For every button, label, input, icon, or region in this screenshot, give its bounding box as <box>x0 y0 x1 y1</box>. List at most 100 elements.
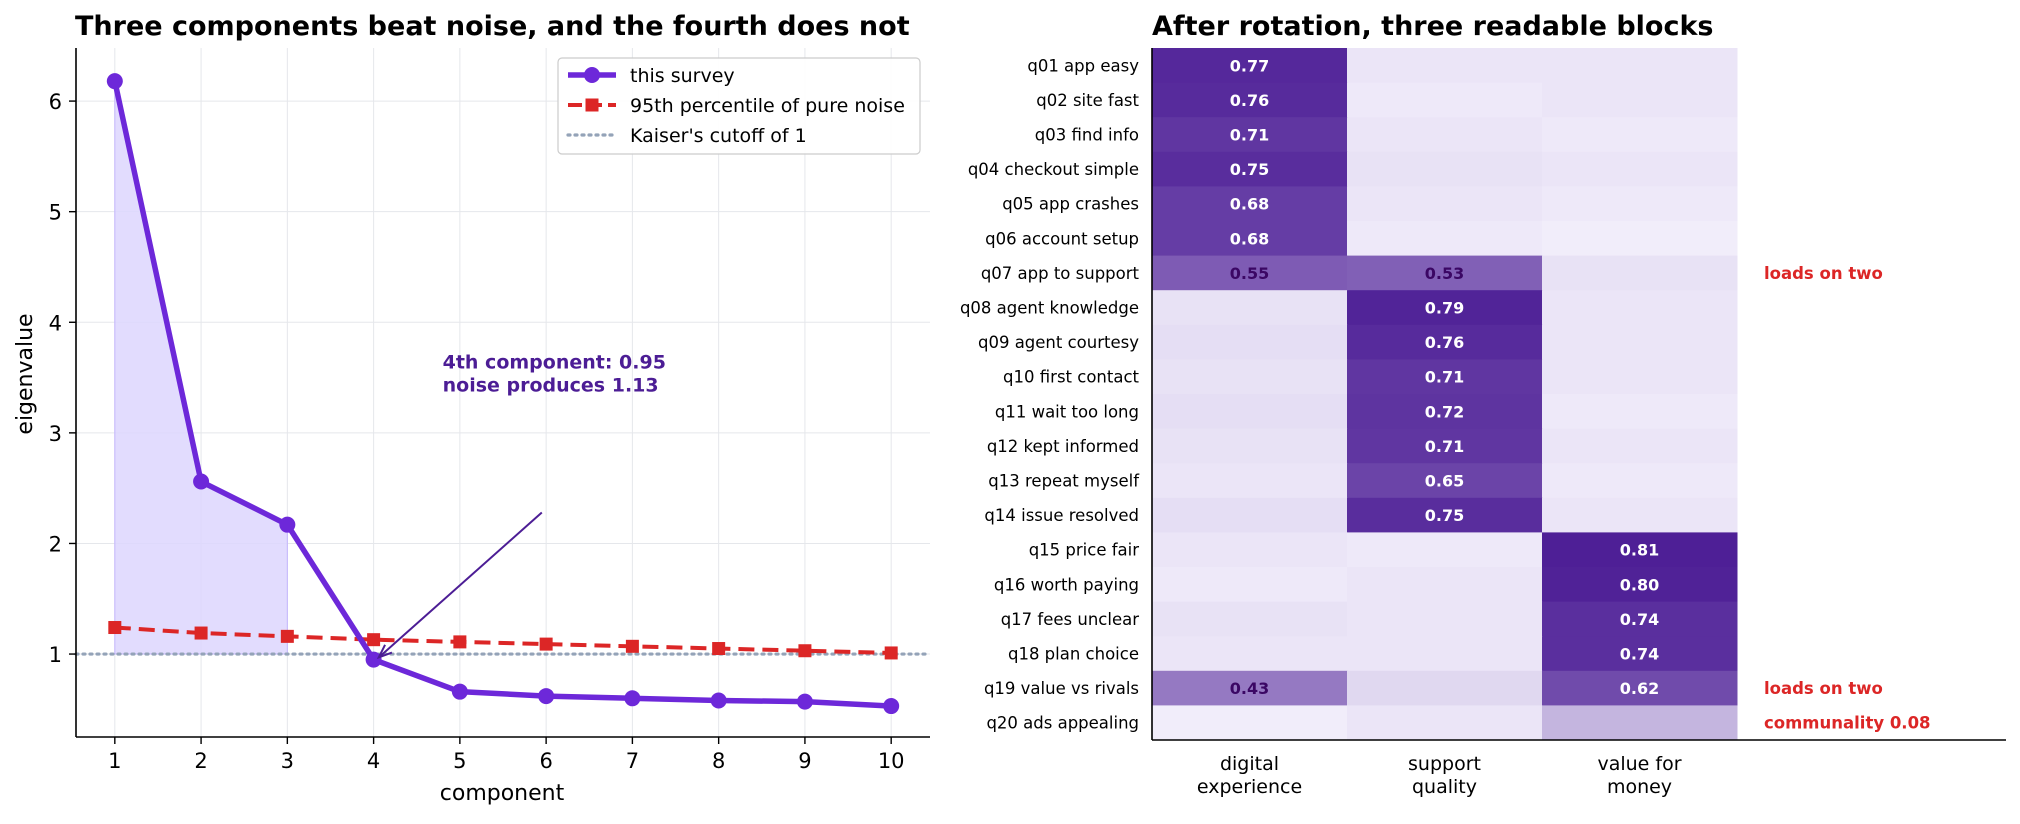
heatmap-value-r9-c2: 0.76 <box>1425 333 1464 352</box>
heatmap-value-r16-c3: 0.80 <box>1620 575 1659 594</box>
scree-plot: Three components beat noise, and the fou… <box>13 11 932 806</box>
scree-title: Three components beat noise, and the fou… <box>75 11 910 42</box>
y-tick-label-3: 3 <box>49 422 62 446</box>
y-tick-label-1: 1 <box>49 643 62 667</box>
heatmap-value-r15-c3: 0.81 <box>1620 541 1659 560</box>
heatmap-cell-r1-c3 <box>1542 48 1738 84</box>
series-point-this-survey-1 <box>106 73 123 90</box>
heatmap-cell-r3-c2 <box>1347 117 1543 153</box>
heatmap-cell-r2-c1 <box>1152 82 1348 118</box>
heatmap-cell-r6-c2 <box>1347 221 1543 257</box>
heatmap-value-r14-c2: 0.75 <box>1425 506 1464 525</box>
legend-marker-95th-percentile-of-pure-noise <box>585 98 599 112</box>
series-point-95th-percentile-of-pure-noise-9 <box>798 644 812 658</box>
heatmap-cell-r15-c2 <box>1347 532 1543 568</box>
heatmap-cell-r10-c3 <box>1542 359 1738 395</box>
series-line-95th-percentile-of-pure-noise <box>114 625 892 655</box>
heatmap-row-label-8: q08 agent knowledge <box>960 299 1139 318</box>
heatmap-row-label-10: q10 first contact <box>1003 368 1139 387</box>
heatmap-row-label-1: q01 app easy <box>1027 56 1139 75</box>
series-point-95th-percentile-of-pure-noise-6 <box>539 637 553 651</box>
scree-ticks: 1 2 3 4 5 6 7 8 9 10 1 2 3 4 5 6 <box>49 90 905 773</box>
series-point-this-survey-4 <box>365 651 382 668</box>
heatmap-cell-r2-c3 <box>1542 82 1738 118</box>
heatmap-value-r5-c1: 0.68 <box>1230 195 1269 214</box>
heatmap-row-label-17: q17 fees unclear <box>1001 610 1140 629</box>
heatmap-row-label-2: q02 site fast <box>1036 91 1139 110</box>
series-point-95th-percentile-of-pure-noise-10 <box>884 646 898 660</box>
heatmap-cell-r13-c1 <box>1152 463 1348 499</box>
heatmap-cell-r19-c1 <box>1152 670 1348 706</box>
heatmap-cell-r7-c2 <box>1347 255 1543 291</box>
y-tick-label-4: 4 <box>49 311 62 335</box>
heatmap-row-label-15: q15 price fair <box>1029 541 1140 560</box>
heatmap-value-r7-c1: 0.55 <box>1230 264 1269 283</box>
heatmap-cell-r3-c1 <box>1152 117 1348 153</box>
x-tick-label-7: 7 <box>626 749 639 773</box>
series-point-95th-percentile-of-pure-noise-2 <box>194 626 208 640</box>
legend-label-this-survey: this survey <box>630 65 735 87</box>
heatmap-cell-r19-c2 <box>1347 670 1543 706</box>
heatmap-cells: 0.77 0.76 0.71 0.75 0.68 0.68 0.55 0.53 0.79 0.76… <box>1152 48 1738 741</box>
heatmap-cell-r20-c2 <box>1347 705 1543 741</box>
heatmap-cell-r13-c3 <box>1542 463 1738 499</box>
heatmap-cell-r11-c2 <box>1347 394 1543 430</box>
annotation-arrow-line <box>378 511 543 659</box>
heatmap-cell-r1-c2 <box>1347 48 1543 84</box>
heatmap-value-r2-c1: 0.76 <box>1230 91 1269 110</box>
series-point-this-survey-5 <box>451 683 468 700</box>
heatmap-value-r7-c2: 0.53 <box>1425 264 1464 283</box>
heatmap-cell-r7-c3 <box>1542 255 1738 291</box>
heatmap-row-label-20: q20 ads appealing <box>986 714 1139 733</box>
heatmap-value-r13-c2: 0.65 <box>1425 472 1464 491</box>
heatmap-row-label-3: q03 find info <box>1035 126 1139 145</box>
heatmap-cell-r19-c3 <box>1542 670 1738 706</box>
series-point-this-survey-3 <box>279 516 296 533</box>
series-point-this-survey-2 <box>193 473 210 490</box>
heatmap-value-r3-c1: 0.71 <box>1230 126 1269 145</box>
heatmap-cell-r13-c2 <box>1347 463 1543 499</box>
row-note-1: loads on two <box>1764 264 1883 283</box>
annotation-line-2: noise produces 1.13 <box>443 375 659 397</box>
heatmap-row-label-18: q18 plan choice <box>1008 645 1139 664</box>
heatmap-cell-r12-c2 <box>1347 428 1543 464</box>
x-tick-label-8: 8 <box>712 749 725 773</box>
heatmap-cell-r2-c2 <box>1347 82 1543 118</box>
heatmap-column-label-2-line-2: quality <box>1412 776 1477 798</box>
series-point-this-survey-9 <box>796 693 813 710</box>
y-tick-label-6: 6 <box>49 90 62 114</box>
heatmap-value-r8-c2: 0.79 <box>1425 299 1464 318</box>
scree-legend: this survey 95th percentile of pure noise… <box>557 57 921 155</box>
heatmap-cell-r5-c2 <box>1347 186 1543 222</box>
series-point-95th-percentile-of-pure-noise-3 <box>280 629 294 643</box>
heatmap-row-label-4: q04 checkout simple <box>968 160 1139 179</box>
x-tick-label-10: 10 <box>878 749 905 773</box>
heatmap-cell-r15-c1 <box>1152 532 1348 568</box>
x-tick-label-4: 4 <box>367 749 380 773</box>
heatmap-cell-r18-c2 <box>1347 636 1543 672</box>
series-point-this-survey-7 <box>624 690 641 707</box>
heatmap-value-r19-c1: 0.43 <box>1230 679 1269 698</box>
heatmap-cell-r9-c2 <box>1347 324 1543 360</box>
heatmap-cell-r7-c1 <box>1152 255 1348 291</box>
heatmap-value-r18-c3: 0.74 <box>1620 645 1659 664</box>
heatmap-row-label-7: q07 app to support <box>981 264 1140 283</box>
heatmap-row-notes: loads on two loads on two communality 0.08 <box>1764 264 1931 733</box>
heatmap-cell-r14-c1 <box>1152 497 1348 533</box>
heatmap-cell-r16-c2 <box>1347 567 1543 603</box>
x-tick-label-3: 3 <box>281 749 294 773</box>
annotation-line-1: 4th component: 0.95 <box>443 352 666 374</box>
heatmap-value-r17-c3: 0.74 <box>1620 610 1659 629</box>
heatmap-cell-r16-c3 <box>1542 567 1738 603</box>
heatmap-cell-r3-c3 <box>1542 117 1738 153</box>
scree-y-axis-label: eigenvalue <box>13 313 38 434</box>
x-tick-label-9: 9 <box>798 749 811 773</box>
heatmap-cell-r17-c1 <box>1152 601 1348 637</box>
heatmap-cell-r15-c3 <box>1542 532 1738 568</box>
series-point-this-survey-10 <box>883 698 900 715</box>
heatmap-cell-r9-c1 <box>1152 324 1348 360</box>
heatmap-cell-r5-c1 <box>1152 186 1348 222</box>
x-tick-label-2: 2 <box>194 749 207 773</box>
heatmap-value-r4-c1: 0.75 <box>1230 160 1269 179</box>
